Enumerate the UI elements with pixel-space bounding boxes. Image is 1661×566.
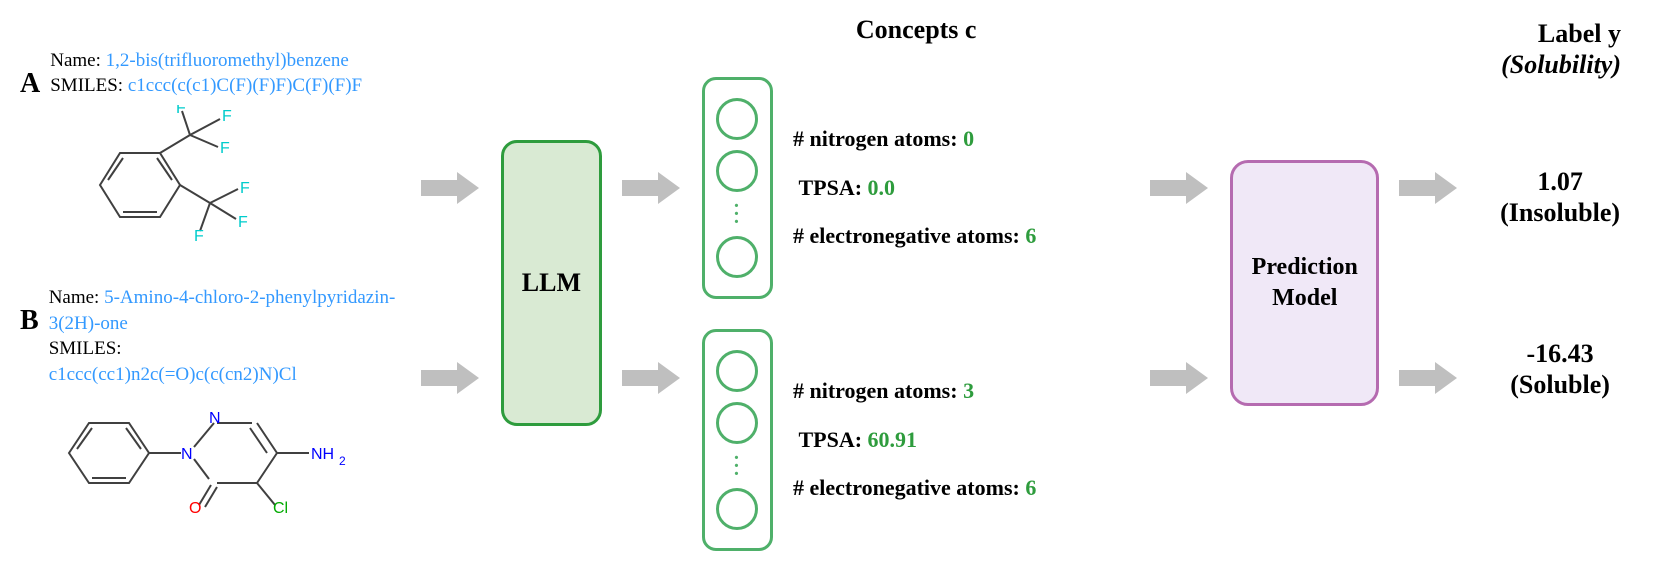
concepts-column: Concepts c ··· # nitrogen atoms: 0 TPSA:… (702, 15, 1130, 551)
concept-a-box: ··· (702, 77, 773, 299)
svg-text:F: F (176, 105, 186, 117)
arrow-icon (1399, 358, 1459, 398)
svg-text:F: F (238, 214, 248, 231)
svg-text:F: F (222, 108, 232, 125)
electro-label: # electronegative atoms: (793, 223, 1025, 248)
molecule-a-block: A Name: 1,2-bis(trifluoromethyl)benzene … (20, 48, 401, 265)
diagram-container: A Name: 1,2-bis(trifluoromethyl)benzene … (20, 20, 1641, 546)
prediction-box: Prediction Model (1230, 160, 1379, 406)
llm-label: LLM (522, 268, 581, 298)
molecule-a-name: 1,2-bis(trifluoromethyl)benzene (106, 50, 349, 71)
svg-text:F: F (194, 228, 204, 245)
dots-icon: ··· (733, 202, 742, 226)
arrows-to-llm (421, 168, 481, 398)
concept-b-block: ··· # nitrogen atoms: 3 TPSA: 60.91 # el… (702, 329, 1130, 551)
output-a-value: 1.07 (1537, 167, 1583, 196)
arrows-to-output (1399, 168, 1459, 398)
concept-node (716, 488, 758, 530)
svg-text:O: O (189, 500, 201, 513)
output-header: Label y (Solubility) (1501, 18, 1621, 80)
arrow-icon (1150, 168, 1210, 208)
output-b-class: (Soluble) (1510, 370, 1610, 399)
output-b-value: -16.43 (1526, 339, 1593, 368)
nitrogen-value-b: 3 (963, 378, 974, 403)
concept-node (716, 350, 758, 392)
tpsa-label: TPSA: (798, 175, 867, 200)
concept-a-block: ··· # nitrogen atoms: 0 TPSA: 0.0 # elec… (702, 77, 1130, 299)
svg-text:F: F (220, 140, 230, 157)
electro-value: 6 (1025, 223, 1036, 248)
output-a: 1.07 (Insoluble) (1500, 166, 1620, 228)
molecule-a-letter: A (20, 68, 40, 100)
nitrogen-label-b: # nitrogen atoms: (793, 378, 963, 403)
molecule-a-smiles-line: SMILES: c1ccc(c(c1)C(F)(F)F)C(F)(F)F (50, 73, 401, 99)
output-b: -16.43 (Soluble) (1510, 338, 1610, 400)
concept-node (716, 98, 758, 140)
concept-b-box: ··· (702, 329, 773, 551)
prediction-label: Prediction Model (1233, 252, 1376, 314)
arrow-icon (1399, 168, 1459, 208)
output-a-class: (Insoluble) (1500, 198, 1620, 227)
label-y-text: Label y (1538, 19, 1621, 48)
svg-text:NH: NH (311, 446, 334, 463)
molecule-b-smiles-line: SMILES: c1ccc(cc1)n2c(=O)c(c(cn2)N)Cl (49, 336, 401, 387)
tpsa-label-b: TPSA: (798, 427, 867, 452)
svg-text:Cl: Cl (273, 500, 288, 513)
arrow-icon (1150, 358, 1210, 398)
molecule-b-smiles: c1ccc(cc1)n2c(=O)c(c(cn2)N)Cl (49, 364, 297, 385)
name-prefix: Name: (50, 50, 105, 71)
tpsa-value: 0.0 (868, 175, 896, 200)
concept-node (716, 402, 758, 444)
concept-node (716, 236, 758, 278)
arrow-icon (622, 168, 682, 208)
concepts-header: Concepts c (856, 15, 977, 45)
arrow-icon (421, 168, 481, 208)
concept-a-text: # nitrogen atoms: 0 TPSA: 0.0 # electron… (793, 115, 1036, 260)
name-prefix-b: Name: (49, 287, 104, 308)
electro-label-b: # electronegative atoms: (793, 475, 1025, 500)
molecule-a-structure: F F F F F F (50, 105, 401, 265)
electro-value-b: 6 (1025, 475, 1036, 500)
llm-box: LLM (501, 140, 602, 426)
nitrogen-value: 0 (963, 126, 974, 151)
dots-icon: ··· (733, 454, 742, 478)
molecule-b-letter: B (20, 305, 39, 337)
arrows-to-prediction (1150, 168, 1210, 398)
arrow-icon (622, 358, 682, 398)
concept-node (716, 150, 758, 192)
molecule-a-info: Name: 1,2-bis(trifluoromethyl)benzene SM… (50, 48, 401, 265)
arrow-icon (421, 358, 481, 398)
nitrogen-label: # nitrogen atoms: (793, 126, 963, 151)
smiles-prefix-b: SMILES: (49, 338, 122, 359)
output-column: 1.07 (Insoluble) -16.43 (Soluble) (1479, 166, 1641, 401)
molecule-b-name-line: Name: 5-Amino-4-chloro-2-phenylpyridazin… (49, 285, 401, 336)
svg-text:N: N (181, 446, 193, 463)
tpsa-value-b: 60.91 (868, 427, 918, 452)
molecule-a-smiles: c1ccc(c(c1)C(F)(F)F)C(F)(F)F (128, 75, 362, 96)
molecule-a-name-line: Name: 1,2-bis(trifluoromethyl)benzene (50, 48, 401, 74)
input-column: A Name: 1,2-bis(trifluoromethyl)benzene … (20, 48, 401, 519)
smiles-prefix: SMILES: (50, 75, 128, 96)
concept-b-text: # nitrogen atoms: 3 TPSA: 60.91 # electr… (793, 367, 1036, 512)
molecule-b-structure: N N NH 2 O Cl (49, 393, 401, 518)
svg-text:N: N (209, 410, 221, 427)
svg-text:2: 2 (339, 454, 346, 468)
concepts-header-text: Concepts c (856, 15, 977, 44)
molecule-b-block: B Name: 5-Amino-4-chloro-2-phenylpyridaz… (20, 285, 401, 519)
arrows-from-llm (622, 168, 682, 398)
svg-text:F: F (240, 180, 250, 197)
molecule-b-info: Name: 5-Amino-4-chloro-2-phenylpyridazin… (49, 285, 401, 519)
solubility-text: (Solubility) (1501, 50, 1621, 79)
